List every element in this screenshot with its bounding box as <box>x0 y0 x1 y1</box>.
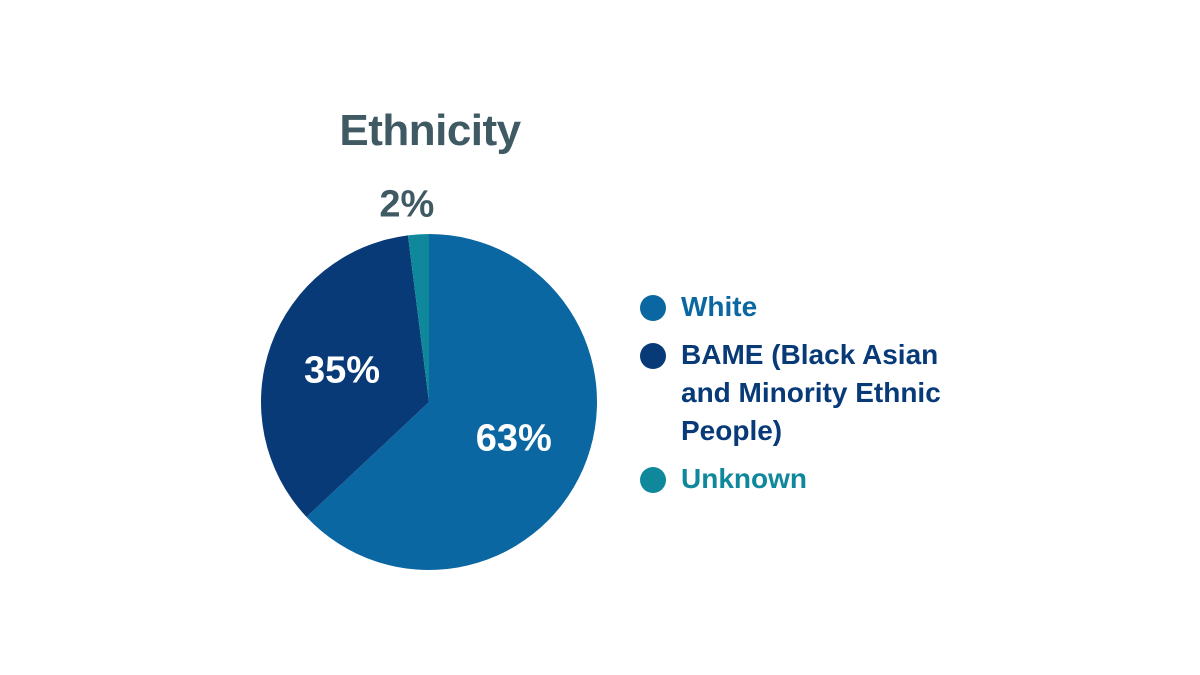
pie-slices <box>261 234 597 570</box>
pie-slice-unknown <box>407 234 429 402</box>
chart-title: Ethnicity <box>339 106 521 155</box>
legend-swatch-unknown <box>640 467 666 493</box>
legend: White BAME (Black Asian and Minority Eth… <box>638 288 978 508</box>
legend-label-unknown: Unknown <box>681 463 807 494</box>
legend-item-bame: BAME (Black Asian and Minority Ethnic Pe… <box>638 336 978 450</box>
legend-label-bame: BAME (Black Asian and Minority Ethnic Pe… <box>681 339 941 446</box>
pie-label-bame: 35% <box>304 350 380 392</box>
legend-item-white: White <box>638 288 978 326</box>
legend-item-unknown: Unknown <box>638 460 978 498</box>
pie-labels: 63% 35% 2% <box>304 183 552 459</box>
pie-label-unknown: 2% <box>379 183 434 225</box>
pie-label-white: 63% <box>476 418 552 460</box>
legend-swatch-bame <box>640 343 666 369</box>
legend-swatch-white <box>640 295 666 321</box>
legend-label-white: White <box>681 291 758 322</box>
pie-slice-bame <box>261 235 429 518</box>
pie-slice-white <box>306 234 597 570</box>
